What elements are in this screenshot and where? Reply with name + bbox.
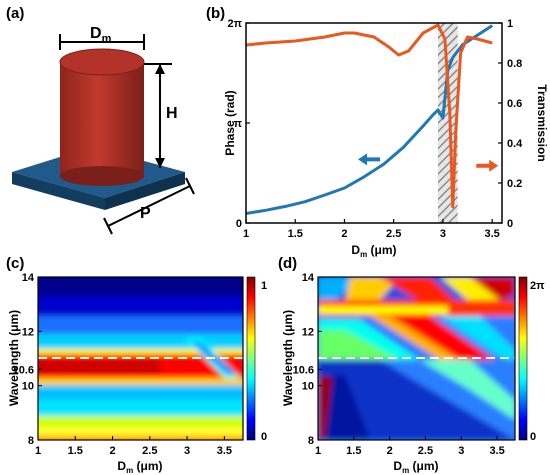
panel-label-c: (c) xyxy=(6,255,24,272)
panel-c-colorbar xyxy=(246,276,256,441)
panel-c-ytick: 12 xyxy=(22,326,34,338)
panel-c-xtick: 2 xyxy=(109,445,115,457)
panel-b-ytick-right: 1 xyxy=(507,18,513,30)
panel-d-xtick: 3.5 xyxy=(489,445,504,457)
panel-c-ytick: 8 xyxy=(28,435,34,447)
panel-d: (d) xyxy=(278,255,545,475)
panel-c-xtick: 3 xyxy=(184,445,190,457)
panel-b-ytick-left: π xyxy=(234,118,243,130)
pillar-cylinder xyxy=(59,48,145,186)
panel-c-xtick: 2.5 xyxy=(142,445,157,457)
panel-b-frame xyxy=(245,22,503,224)
panel-d-xtick: 3 xyxy=(458,445,464,457)
panel-c-heatmap xyxy=(38,277,243,440)
panel-b-xlabel: Dm (μm) xyxy=(351,243,396,259)
panel-b-xtick: 2.5 xyxy=(386,228,401,240)
panel-label-b: (b) xyxy=(206,5,225,22)
panel-d-axes: 1 1.5 2 2.5 3 3.5 8 10 10.6 12 14 xyxy=(293,272,505,457)
panel-b-xtick: 1 xyxy=(243,228,249,240)
panel-b-xtick: 3.5 xyxy=(485,228,500,240)
panel-d-colorbar-min: 0 xyxy=(530,431,536,443)
panel-b-arrows xyxy=(358,153,499,172)
panel-d-ytick: 14 xyxy=(302,272,315,284)
panel-b-ytick-left: 2π xyxy=(227,18,242,30)
height-dimension: H xyxy=(144,63,178,168)
panel-c-colorbar-min: 0 xyxy=(261,431,267,443)
arrow-left xyxy=(358,153,381,166)
panel-d-xlabel: Dm (μm) xyxy=(393,459,438,475)
period-label: P xyxy=(140,205,151,222)
arrow-right xyxy=(476,159,499,172)
panel-d-ylabel: Wavelength (μm) xyxy=(281,310,295,406)
panel-b-xtick: 2 xyxy=(341,228,347,240)
panel-d-ytick: 10.6 xyxy=(293,364,314,376)
panel-d-xtick: 1.5 xyxy=(346,445,361,457)
panel-label-a: (a) xyxy=(6,5,24,22)
panel-c-xtick: 1 xyxy=(35,445,41,457)
panel-c-frame xyxy=(37,276,244,441)
panel-b: (b) 1 1.5 2 2.5 3 3.5 0 π 2π 0 0.2 0.4 0.6 0.8 1 Phase… xyxy=(206,5,549,259)
panel-d-colorbar xyxy=(518,276,528,441)
panel-c-ytick: 10 xyxy=(22,381,34,393)
panel-b-xtick: 3 xyxy=(440,228,446,240)
period-dimension: P xyxy=(103,177,195,235)
panel-d-xtick: 2 xyxy=(387,445,393,457)
panel-b-ytick-right: 0 xyxy=(507,218,513,230)
panel-c-xlabel: Dm (μm) xyxy=(117,459,162,475)
panel-b-ytick-right: 0.8 xyxy=(507,58,522,70)
panel-c-ytick: 14 xyxy=(22,272,35,284)
panel-d-frame xyxy=(317,276,516,441)
panel-b-xtick: 1.5 xyxy=(288,228,303,240)
panel-c-ytick: 10.6 xyxy=(13,364,34,376)
panel-c-colorbar-max: 1 xyxy=(261,280,267,292)
panel-a: (a) Dm H xyxy=(6,5,195,235)
panel-c-xtick: 3.5 xyxy=(217,445,232,457)
panel-d-ytick: 10 xyxy=(302,381,314,393)
panel-d-colorbar-max: 2π xyxy=(530,280,545,292)
panel-d-xtick: 2.5 xyxy=(418,445,433,457)
panel-b-ytick-right: 0.2 xyxy=(507,178,522,190)
panel-c-ylabel: Wavelength (μm) xyxy=(7,310,21,406)
panel-c-axes: 1 1.5 2 2.5 3 3.5 8 10 10.6 12 14 xyxy=(13,272,232,457)
panel-label-d: (d) xyxy=(278,255,297,272)
panel-b-ytick-left: 0 xyxy=(236,218,242,230)
height-label: H xyxy=(166,105,178,122)
panel-d-xtick: 1 xyxy=(315,445,321,457)
panel-b-ytick-right: 0.4 xyxy=(507,138,523,150)
transmission-series-line xyxy=(245,23,493,209)
panel-d-ytick: 8 xyxy=(308,435,314,447)
diameter-dimension: Dm xyxy=(59,25,145,50)
panel-b-axes: 1 1.5 2 2.5 3 3.5 0 π 2π 0 0.2 0.4 0.6 0.8 1 xyxy=(227,18,523,240)
panel-b-ylabel-right: Transmission xyxy=(535,84,549,161)
panel-c: (c) 1 1.5 2 2.5 3 3.581 xyxy=(6,255,267,475)
panel-b-series xyxy=(245,23,494,215)
diameter-label: Dm xyxy=(90,25,112,45)
panel-b-ytick-right: 0.6 xyxy=(507,98,522,110)
panel-d-heatmap xyxy=(318,277,515,440)
panel-d-ytick: 12 xyxy=(302,326,314,338)
panel-b-ylabel-left: Phase (rad) xyxy=(223,90,237,155)
panel-c-xtick: 1.5 xyxy=(68,445,83,457)
